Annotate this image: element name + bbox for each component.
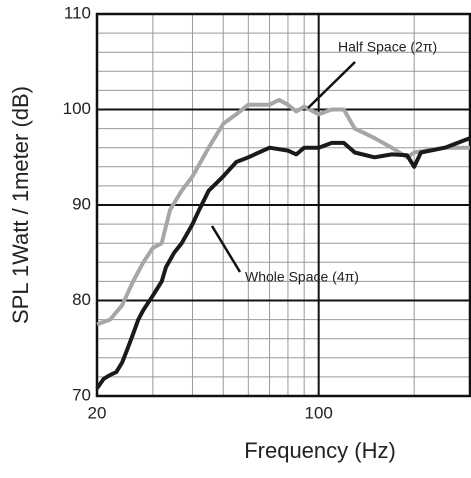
annotation-pointer — [307, 61, 356, 109]
x-axis-title: Frequency (Hz) — [244, 438, 396, 463]
y-tick-label: 100 — [63, 99, 91, 118]
series-line — [95, 136, 471, 390]
y-tick-label: 80 — [72, 290, 91, 309]
legend-label: Half Space (2π) — [338, 39, 437, 55]
y-tick-label: 110 — [64, 3, 91, 22]
plot-frame — [95, 12, 471, 398]
y-tick-label: 70 — [72, 385, 91, 404]
y-axis-title: SPL 1Watt / 1meter (dB) — [8, 86, 33, 324]
x-tick-label: 100 — [304, 403, 332, 422]
x-tick-label: 20 — [88, 403, 107, 422]
series-line — [96, 97, 470, 327]
legend-label: Whole Space (4π) — [245, 269, 359, 285]
y-tick-label: 90 — [72, 194, 91, 213]
annotation-pointer — [210, 225, 242, 273]
